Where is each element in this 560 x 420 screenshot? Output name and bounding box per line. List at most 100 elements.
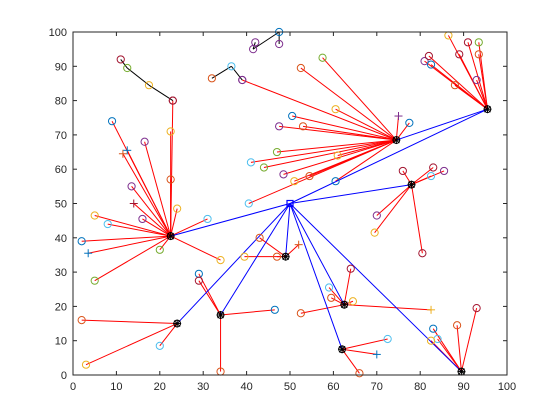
node-marker [455, 50, 464, 59]
x-tick-label: 10 [110, 381, 122, 393]
node-marker [439, 166, 449, 176]
member-link [292, 115, 397, 141]
node-marker [290, 177, 299, 186]
head-link [220, 203, 291, 316]
node-marker [474, 50, 483, 59]
node-marker [227, 62, 236, 71]
node-marker [275, 122, 284, 131]
x-tick-label: 40 [240, 381, 252, 393]
node-marker [420, 57, 429, 66]
node-marker [346, 264, 355, 273]
node-marker [270, 305, 279, 314]
member-link [330, 297, 345, 306]
node-marker [452, 321, 462, 330]
markers-layer [77, 27, 492, 378]
node-marker [327, 293, 336, 302]
x-tick-label: 20 [154, 381, 166, 393]
plus-marker [84, 249, 93, 258]
x-tick-label: 90 [457, 381, 469, 393]
node-marker [251, 38, 260, 47]
cluster-head-marker [166, 232, 175, 241]
x-tick-label: 0 [70, 381, 76, 393]
node-marker [398, 166, 407, 176]
node-marker [331, 105, 340, 114]
cluster-head-star-d2 [338, 345, 346, 353]
member-link [300, 304, 345, 314]
y-tick-label: 30 [55, 267, 67, 279]
cluster-head-star-d2 [340, 301, 348, 309]
node-marker [318, 53, 327, 62]
member-link [344, 304, 432, 311]
axes-layer: 0 10 20 30 40 50 60 70 80 90 100 0 10 20 30 40 50 60 70 80 9… [49, 27, 517, 393]
member-link [411, 184, 423, 254]
member-link [467, 42, 488, 110]
cluster-head-marker [483, 105, 492, 114]
member-link [248, 139, 397, 204]
node-marker [272, 252, 282, 261]
member-link [276, 139, 397, 153]
x-tick-label: 80 [414, 381, 426, 393]
node-marker [370, 228, 379, 237]
member-link [126, 150, 172, 237]
y-tick-label: 50 [55, 199, 67, 211]
node-marker [90, 211, 99, 220]
x-tick-label: 60 [327, 381, 339, 393]
cluster-head-marker [173, 319, 182, 328]
member-link [335, 139, 397, 182]
member-link [107, 223, 171, 237]
chain-link [148, 84, 174, 102]
node-marker [166, 127, 175, 136]
node-marker [288, 111, 297, 121]
head-link [289, 203, 345, 305]
member-link [476, 79, 488, 110]
node-marker [418, 249, 427, 258]
head-link [285, 203, 291, 257]
member-link [454, 84, 488, 110]
y-tick-label: 70 [55, 130, 67, 142]
node-marker [450, 81, 460, 90]
member-link [279, 125, 397, 141]
member-link [144, 141, 172, 237]
node-marker [372, 211, 381, 220]
node-marker [296, 309, 305, 318]
plus-marker [118, 149, 127, 158]
x-tick-label: 70 [371, 381, 383, 393]
node-marker [279, 170, 288, 179]
member-link [94, 215, 171, 237]
member-link [283, 139, 397, 175]
node-marker [138, 214, 147, 224]
member-link [133, 203, 171, 237]
member-link [263, 139, 397, 168]
node-marker [333, 151, 342, 160]
node-marker [216, 255, 225, 265]
node-marker [296, 63, 305, 73]
node-marker [155, 341, 164, 350]
member-link [343, 268, 352, 305]
x-tick-label: 50 [284, 381, 296, 393]
cluster-head-star-d2 [282, 253, 290, 261]
member-link [250, 139, 397, 163]
y-tick-label: 0 [61, 370, 67, 382]
node-marker [463, 38, 473, 47]
cluster-head-star-d2 [484, 105, 491, 113]
member-link [341, 338, 388, 350]
node-marker [116, 55, 125, 64]
node-marker [194, 276, 203, 285]
node-marker [429, 324, 438, 333]
member-link [220, 309, 275, 316]
head-link [396, 108, 488, 141]
member-link [341, 348, 360, 374]
node-marker [426, 336, 436, 345]
node-marker [140, 137, 149, 146]
node-marker [275, 39, 284, 49]
member-link [344, 300, 354, 306]
cluster-head-marker [392, 136, 401, 145]
y-tick-label: 20 [55, 301, 67, 313]
node-marker [166, 175, 175, 184]
node-marker [305, 171, 314, 181]
member-link [337, 139, 397, 156]
y-tick-label: 10 [55, 336, 67, 348]
member-link [322, 57, 397, 141]
member-link [81, 319, 178, 325]
node-marker [348, 297, 358, 306]
